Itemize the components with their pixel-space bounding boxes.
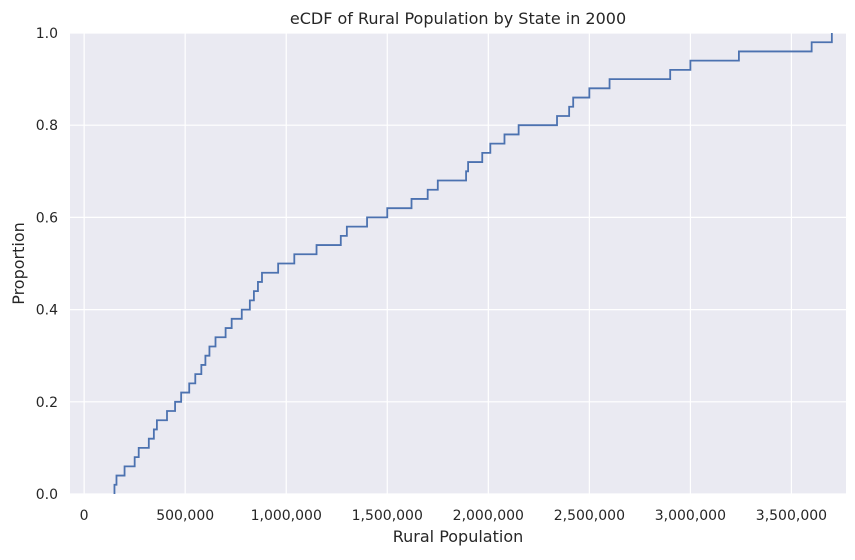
series-layer (113, 33, 833, 494)
x-tick-label: 500,000 (156, 508, 214, 524)
plot-area (70, 33, 846, 494)
chart-title: eCDF of Rural Population by State in 200… (290, 9, 626, 28)
y-tick-label: 0.0 (36, 487, 58, 503)
tick-labels: 0 500,000 1,000,000 1,500,000 2,000,000 2,500… (36, 26, 827, 524)
x-axis-title: Rural Population (393, 527, 524, 546)
grid-lines (70, 32, 846, 495)
x-tick-label: 1,000,000 (251, 508, 322, 524)
x-tick-label: 3,000,000 (655, 508, 726, 524)
x-tick-label: 2,500,000 (554, 508, 625, 524)
y-tick-label: 0.2 (36, 395, 58, 411)
ecdf-step-line (113, 33, 833, 494)
x-tick-label: 2,000,000 (453, 508, 524, 524)
y-axis-title: Proportion (9, 222, 28, 305)
y-tick-label: 0.4 (36, 303, 58, 319)
y-tick-label: 1.0 (36, 26, 58, 42)
x-tick-label: 3,500,000 (756, 508, 827, 524)
x-tick-label: 0 (80, 508, 89, 524)
x-tick-label: 1,500,000 (352, 508, 423, 524)
y-tick-label: 0.6 (36, 210, 58, 226)
y-tick-label: 0.8 (36, 118, 58, 134)
